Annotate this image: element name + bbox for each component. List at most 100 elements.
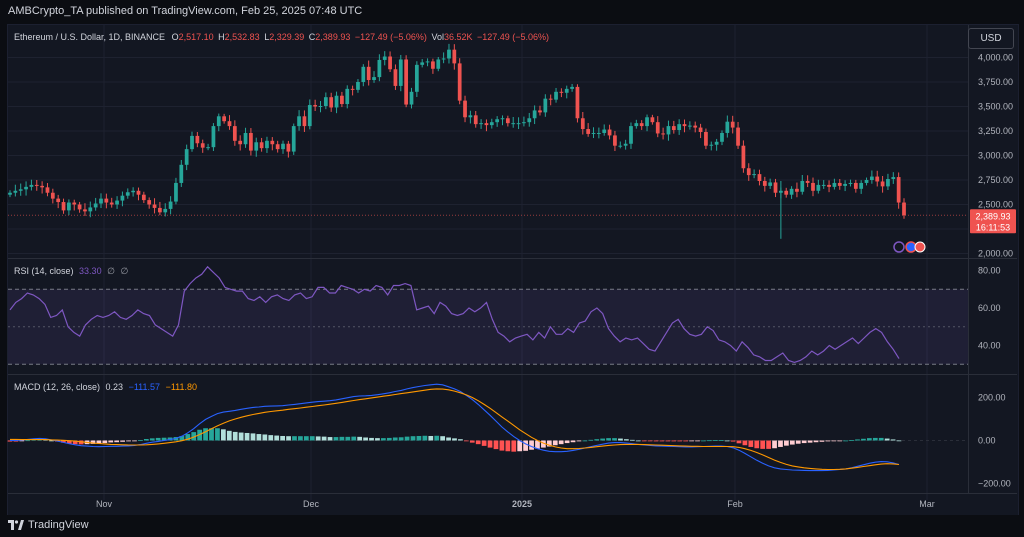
- macd-histogram-bar: [49, 440, 54, 442]
- candle-body: [527, 118, 532, 123]
- candle-body: [768, 182, 773, 186]
- symbol-name[interactable]: Ethereum / U.S. Dollar, 1D, BINANCE: [14, 32, 166, 42]
- candle-body: [752, 174, 756, 176]
- candle-body: [93, 203, 98, 208]
- price-tick-label: 2,500.00: [978, 200, 1013, 210]
- macd-histogram-bar: [191, 432, 197, 441]
- candle-body: [848, 182, 853, 184]
- flag-icon: [914, 241, 926, 253]
- candle-body: [179, 164, 184, 183]
- macd-histogram-bar: [511, 440, 517, 452]
- candle-body: [500, 118, 505, 120]
- candle-body: [629, 126, 633, 144]
- macd-histogram-bar: [813, 440, 819, 443]
- candle-body: [613, 135, 617, 146]
- candle-body: [99, 198, 103, 204]
- macd-pane: 200.00 0.00 −200.00: [7, 383, 1011, 489]
- macd-tick-label: 0.00: [978, 436, 996, 446]
- macd-histogram-bar: [303, 436, 309, 441]
- macd-histogram-bar: [795, 440, 801, 444]
- macd-histogram-bar: [653, 440, 659, 442]
- macd-histogram-bar: [292, 436, 297, 441]
- macd-histogram-bar: [665, 440, 671, 442]
- macd-histogram-bar: [452, 438, 457, 441]
- macd-histogram-bar: [250, 433, 256, 441]
- macd-histogram-bar: [629, 439, 635, 441]
- macd-histogram-bar: [552, 440, 558, 446]
- macd-histogram-bar: [659, 440, 665, 442]
- candle-body: [564, 88, 569, 93]
- tradingview-brand: TradingView: [28, 519, 89, 531]
- publisher-bar: AMBCrypto_TA published on TradingView.co…: [0, 0, 1024, 24]
- macd-histogram-bar: [890, 439, 896, 441]
- candle-body: [650, 117, 655, 123]
- candle-body: [720, 132, 724, 142]
- macd-histogram-bar: [321, 436, 327, 441]
- candle-body: [168, 201, 173, 209]
- macd-histogram-bar: [576, 440, 582, 442]
- candle-body: [318, 106, 323, 108]
- candle-body: [211, 126, 216, 148]
- candle-body: [377, 59, 382, 78]
- macd-title[interactable]: MACD (12, 26, close): [14, 382, 101, 392]
- candle-body: [452, 49, 457, 64]
- macd-histogram-bar: [760, 440, 766, 449]
- candle-body: [420, 62, 425, 65]
- candle-body: [50, 192, 55, 199]
- macd-histogram-bar: [505, 440, 511, 452]
- macd-histogram-bar: [286, 436, 291, 441]
- rsi-title[interactable]: RSI (14, close): [14, 266, 74, 276]
- candle-body: [859, 182, 864, 189]
- candle-body: [206, 147, 210, 149]
- candle-body: [821, 184, 826, 186]
- candle-body: [72, 202, 77, 205]
- candle-body: [13, 190, 18, 193]
- candle-body: [249, 132, 253, 151]
- currency-button[interactable]: USD: [968, 28, 1014, 49]
- macd-histogram-bar: [161, 437, 167, 441]
- candle-body: [436, 59, 441, 69]
- candle-body: [725, 121, 730, 133]
- open-label: O: [171, 32, 179, 42]
- candle-body: [350, 88, 355, 90]
- macd-histogram-bar: [493, 440, 499, 450]
- candle-body: [795, 188, 799, 192]
- macd-histogram-bar: [220, 429, 226, 441]
- rsi-extra-1: ∅: [107, 266, 115, 276]
- tradingview-logo[interactable]: TradingView: [8, 519, 89, 531]
- candle-body: [104, 198, 109, 203]
- macd-histogram-bar: [748, 440, 754, 447]
- macd-histogram-bar: [102, 440, 108, 444]
- macd-histogram-bar: [226, 430, 232, 441]
- macd-histogram-bar: [185, 434, 191, 441]
- candle-body: [473, 115, 478, 125]
- signal-line: [10, 388, 900, 471]
- candle-body: [522, 122, 526, 124]
- macd-histogram-bar: [66, 440, 72, 444]
- candle-body: [291, 126, 296, 152]
- last-price-tag: [970, 209, 1016, 234]
- macd-histogram-bar: [197, 429, 203, 441]
- macd-histogram-bar: [203, 428, 208, 441]
- candle-body: [468, 115, 473, 118]
- macd-histogram-bar: [872, 437, 878, 441]
- candle-body: [661, 133, 665, 135]
- macd-histogram-bar: [72, 440, 78, 445]
- candle-body: [340, 95, 344, 105]
- macd-tick-label: 200.00: [978, 393, 1006, 403]
- macd-histogram-bar: [96, 440, 102, 444]
- macd-histogram-bar: [381, 438, 386, 441]
- candle-body: [265, 140, 269, 149]
- candle-body: [773, 182, 778, 193]
- close-value: 2,389.93: [315, 32, 351, 42]
- candle-body: [259, 142, 264, 149]
- candle-body: [677, 124, 682, 131]
- candle-body: [281, 143, 285, 150]
- macd-histogram-bar: [90, 440, 96, 444]
- macd-histogram-bar: [570, 440, 576, 443]
- low-value: 2,329.39: [269, 32, 305, 42]
- macd-histogram-bar: [179, 435, 185, 441]
- time-tick-label: Dec: [303, 499, 320, 509]
- candle-body: [495, 119, 500, 123]
